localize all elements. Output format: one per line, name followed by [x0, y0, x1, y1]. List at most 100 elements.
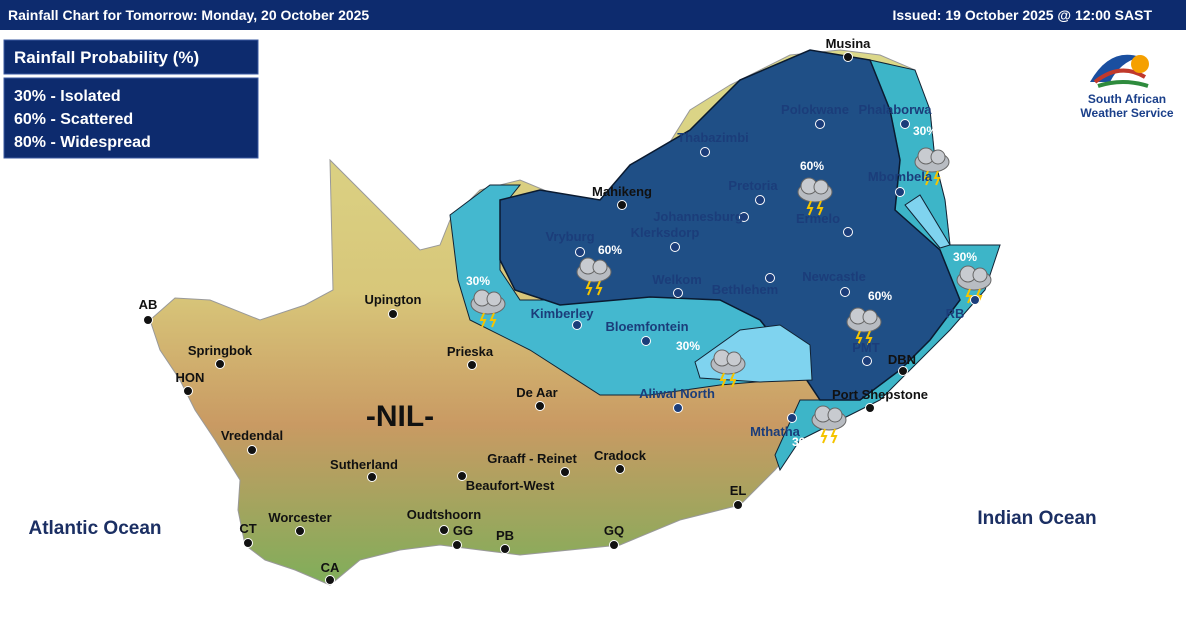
legend-title-box — [3, 39, 259, 75]
city-label: Oudtshoorn — [407, 507, 481, 522]
logo-text: South African — [1088, 92, 1166, 106]
zone-label: 60% — [868, 289, 892, 303]
zone-label: 30% — [953, 250, 977, 264]
legend-box — [3, 77, 259, 159]
zone-label: 30% — [676, 339, 700, 353]
city-label: Musina — [826, 36, 872, 51]
city-label: Sutherland — [330, 457, 398, 472]
city-label: Mthatha — [750, 424, 801, 439]
city-label: Worcester — [268, 510, 331, 525]
city-dot — [575, 247, 585, 257]
city-dot — [641, 336, 651, 346]
city-dot — [560, 467, 570, 477]
zone-label: 30% — [466, 274, 490, 288]
city-dot — [865, 403, 875, 413]
zone-label: 30% — [792, 435, 816, 449]
city-dot — [467, 360, 477, 370]
header-issued: Issued: 19 October 2025 @ 12:00 SAST — [892, 7, 1152, 23]
city-label: Johannesburg — [653, 209, 743, 224]
city-label: Kimberley — [531, 306, 595, 321]
legend-item: 30% - Isolated — [14, 88, 121, 105]
city-label: CT — [239, 521, 256, 536]
city-label: PB — [496, 528, 514, 543]
city-label: Graaff - Reinet — [487, 451, 577, 466]
city-label: Phalaborwa — [859, 102, 933, 117]
city-dot — [898, 366, 908, 376]
city-dot — [452, 540, 462, 550]
city-dot — [673, 288, 683, 298]
city-label: GG — [453, 523, 473, 538]
city-dot — [733, 500, 743, 510]
city-dot — [970, 295, 980, 305]
city-label: CA — [321, 560, 340, 575]
city-label: DBN — [888, 352, 916, 367]
city-dot — [843, 52, 853, 62]
city-dot — [143, 315, 153, 325]
city-dot — [367, 472, 377, 482]
city-label: Beaufort-West — [466, 478, 555, 493]
city-dot — [617, 200, 627, 210]
city-label: Aliwal North — [639, 386, 715, 401]
city-dot — [243, 538, 253, 548]
zone-label: 30% — [913, 124, 937, 138]
city-label: HON — [176, 370, 205, 385]
city-dot — [183, 386, 193, 396]
city-label: AB — [139, 297, 158, 312]
city-label: Bloemfontein — [605, 319, 688, 334]
city-dot — [815, 119, 825, 129]
header-bar — [0, 0, 1186, 30]
city-label: Vryburg — [545, 229, 594, 244]
legend-title: Rainfall Probability (%) — [14, 48, 199, 67]
city-dot — [439, 525, 449, 535]
logo: South African Weather Service — [1080, 54, 1174, 120]
weather-icon — [811, 405, 847, 444]
city-dot — [700, 147, 710, 157]
legend-item: 80% - Widespread — [14, 134, 151, 151]
city-label: Pretoria — [728, 178, 778, 193]
city-label: Springbok — [188, 343, 253, 358]
city-dot — [840, 287, 850, 297]
ocean-label: Atlantic Ocean — [28, 518, 161, 539]
city-label: GQ — [604, 523, 624, 538]
rain-zone-30-light — [904, 194, 951, 249]
zone-label: 60% — [598, 243, 622, 257]
city-dot — [295, 526, 305, 536]
logo-text: Weather Service — [1080, 106, 1173, 120]
city-dot — [670, 242, 680, 252]
city-label: EL — [730, 483, 747, 498]
city-dot — [388, 309, 398, 319]
city-dot — [862, 356, 872, 366]
ocean-label: Indian Ocean — [977, 508, 1096, 529]
city-dot — [900, 119, 910, 129]
city-label: Polokwane — [781, 102, 849, 117]
city-label: Klerksdorp — [631, 225, 700, 240]
city-dot — [215, 359, 225, 369]
rain-zone-60 — [499, 49, 961, 401]
city-label: PMT — [852, 340, 880, 355]
city-label: Mbombela — [868, 169, 933, 184]
labels: Musina Polokwane Phalaborwa Thabazimbi Mahik… — [139, 36, 980, 585]
legend-item: 60% - Scattered — [14, 111, 133, 128]
city-label: Vredendal — [221, 428, 283, 443]
city-dot — [765, 273, 775, 283]
city-dot — [572, 320, 582, 330]
city-label: Ermelo — [796, 211, 840, 226]
city-label: Port Shepstone — [832, 387, 928, 402]
city-dot — [500, 544, 510, 554]
city-label: Thabazimbi — [677, 130, 749, 145]
city-dot — [843, 227, 853, 237]
city-label: De Aar — [516, 385, 557, 400]
city-dot — [325, 575, 335, 585]
zone-label: 60% — [800, 159, 824, 173]
city-dot — [609, 540, 619, 550]
city-label: Bethlehem — [712, 282, 778, 297]
city-dot — [457, 471, 467, 481]
city-label: Mahikeng — [592, 184, 652, 199]
city-label: Newcastle — [802, 269, 866, 284]
city-dot — [535, 401, 545, 411]
city-label: Welkom — [652, 272, 702, 287]
nil-label: -NIL- — [366, 400, 434, 433]
city-dot — [247, 445, 257, 455]
